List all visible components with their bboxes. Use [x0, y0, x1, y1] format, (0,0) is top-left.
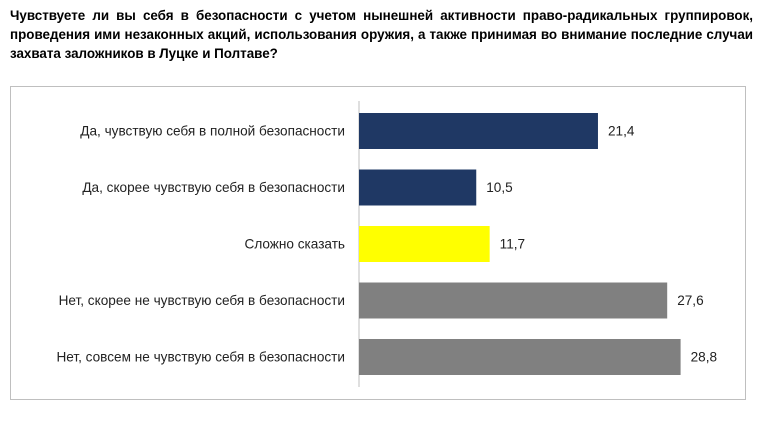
- category-label-1: Да, скорее чувствую себя в безопасности: [82, 180, 345, 195]
- category-label-0: Да, чувствую себя в полной безопасности: [80, 124, 345, 139]
- chart-frame: Да, чувствую себя в полной безопасности 2…: [10, 86, 746, 400]
- bars-group: Да, чувствую себя в полной безопасности 2…: [56, 113, 717, 375]
- bar-4: [359, 339, 681, 375]
- value-label-1: 10,5: [486, 180, 512, 195]
- category-label-2: Сложно сказать: [245, 237, 346, 252]
- value-label-2: 11,7: [500, 237, 525, 252]
- bar-0: [359, 113, 598, 149]
- survey-question: Чувствуете ли вы себя в безопасности с у…: [10, 8, 753, 61]
- bar-chart: Да, чувствую себя в полной безопасности 2…: [56, 101, 717, 387]
- bar-2: [359, 226, 490, 262]
- bar-1: [359, 169, 477, 206]
- category-label-3: Нет, скорее не чувствую себя в безопасно…: [59, 293, 345, 308]
- category-label-4: Нет, совсем не чувствую себя в безопасно…: [56, 350, 345, 365]
- value-label-3: 27,6: [677, 293, 703, 308]
- value-label-0: 21,4: [608, 124, 635, 139]
- value-label-4: 28,8: [691, 350, 717, 365]
- bar-3: [359, 282, 668, 319]
